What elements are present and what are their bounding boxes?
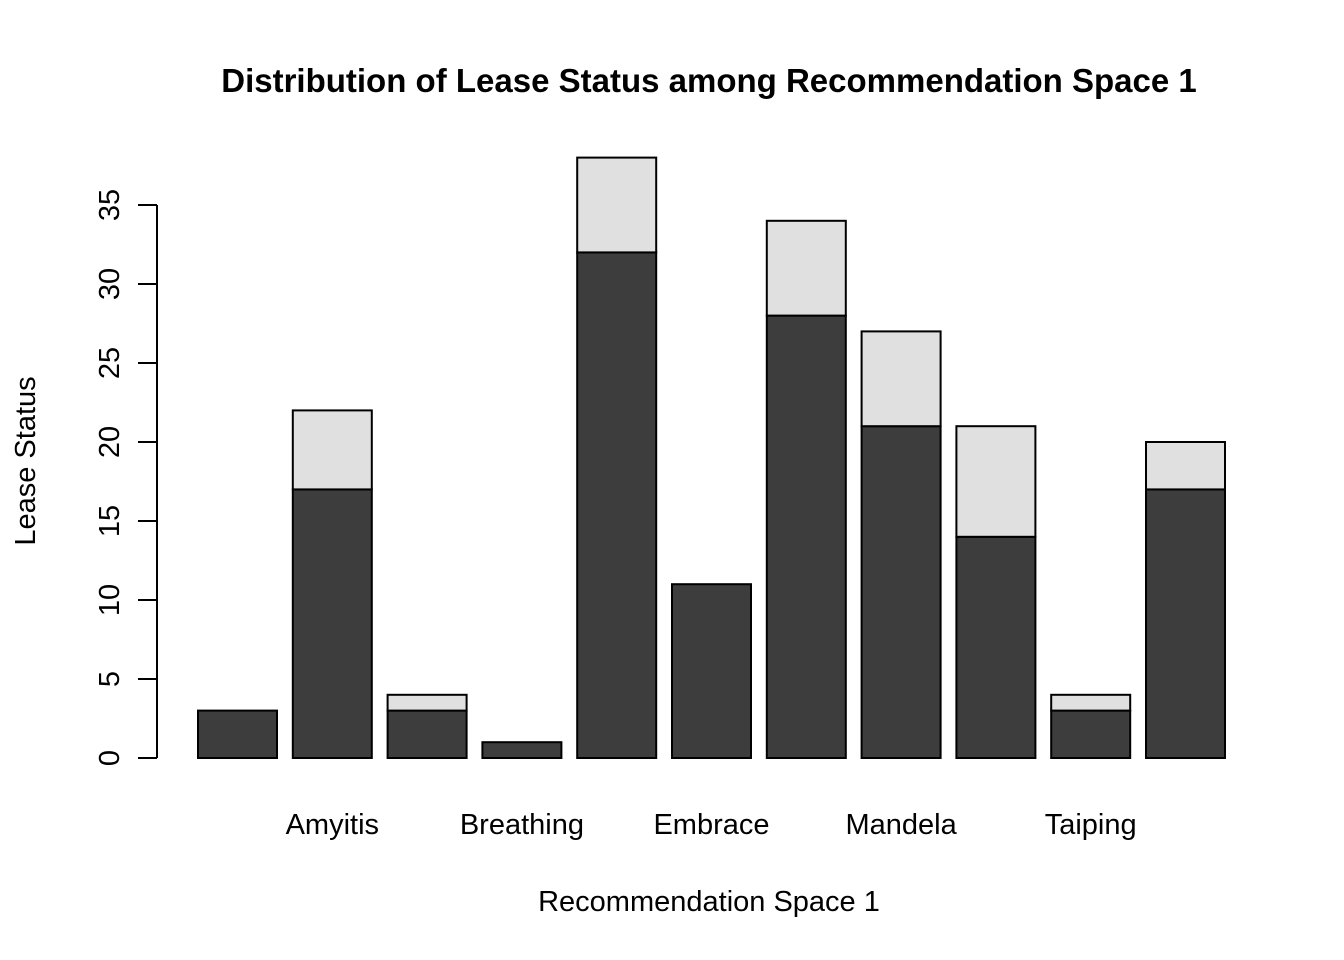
- x-tick-label-2: Embrace: [653, 809, 769, 841]
- y-tick-label-30: 30: [94, 268, 126, 300]
- bar-9-series-0: [1050, 709, 1132, 759]
- y-tick-label-35: 35: [94, 189, 126, 221]
- y-tick-label-25: 25: [94, 347, 126, 379]
- x-axis-label: Recommendation Space 1: [538, 886, 880, 918]
- bar-4-series-1: [576, 156, 658, 254]
- bar-8-series-0: [955, 535, 1037, 759]
- bar-10-series-1: [1145, 441, 1226, 491]
- y-tick-label-0: 0: [94, 750, 126, 766]
- bar-6-series-1: [765, 219, 847, 317]
- bar-0-series-0: [197, 709, 278, 759]
- y-tick-label-5: 5: [94, 671, 126, 687]
- bar-10-series-0: [1145, 488, 1226, 759]
- bars-group: [197, 156, 1226, 760]
- y-tick-label-20: 20: [94, 426, 126, 458]
- bar-9-series-1: [1050, 693, 1132, 712]
- bar-7-series-1: [860, 330, 942, 428]
- y-tick-label-15: 15: [94, 505, 126, 537]
- y-tick-label-10: 10: [94, 584, 126, 616]
- bar-4-series-0: [576, 251, 658, 759]
- chart-title: Distribution of Lease Status among Recom…: [221, 62, 1197, 99]
- x-tick-label-1: Breathing: [460, 809, 584, 841]
- bar-7-series-0: [860, 425, 942, 759]
- bar-6-series-0: [765, 314, 847, 759]
- bar-2-series-0: [386, 709, 468, 759]
- bar-5-series-0: [671, 583, 752, 760]
- bar-8-series-1: [955, 425, 1037, 538]
- y-axis-label: Lease Status: [10, 376, 42, 545]
- bar-3-series-0: [481, 741, 563, 760]
- x-tick-label-3: Mandela: [845, 809, 957, 841]
- x-tick-labels: Amyitis Breathing Embrace Mandela Taiping: [286, 809, 1137, 841]
- x-tick-label-4: Taiping: [1045, 809, 1137, 841]
- bar-1-series-0: [291, 488, 373, 759]
- bar-2-series-1: [386, 693, 468, 712]
- bar-1-series-1: [291, 409, 373, 491]
- x-tick-label-0: Amyitis: [286, 809, 379, 841]
- y-axis: 0 5 10 15 20 25 30 35: [94, 189, 158, 766]
